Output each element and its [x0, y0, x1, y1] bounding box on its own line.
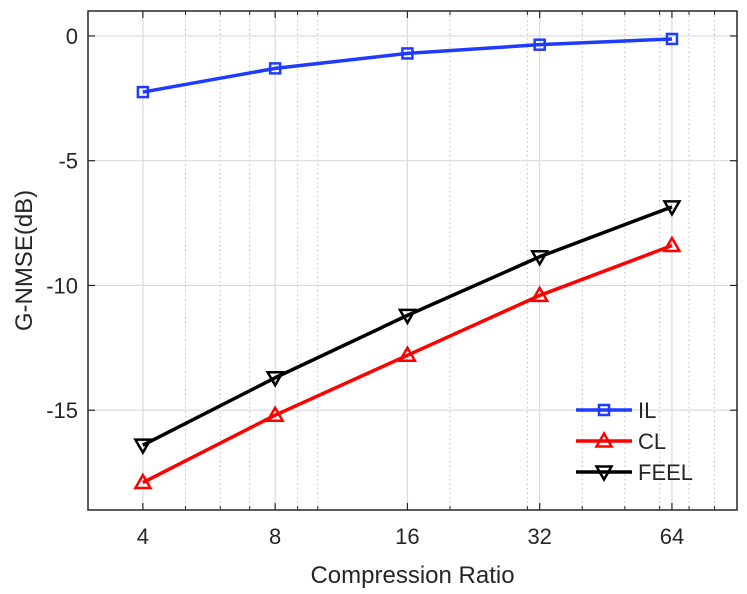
data-point [401, 47, 414, 60]
data-point [265, 405, 285, 422]
y-tick-label: -15 [46, 398, 78, 423]
x-tick-label: 64 [660, 524, 684, 549]
x-tick-label: 32 [527, 524, 551, 549]
legend-item: CL [576, 429, 666, 454]
data-point [530, 250, 550, 267]
data-point [662, 235, 682, 253]
legend: IL CL FEEL [576, 398, 693, 485]
y-tick-labels: 0 -5 -10 -15 [46, 24, 78, 423]
y-tick-label: -5 [58, 149, 78, 174]
series-cl [133, 235, 682, 490]
data-point [268, 62, 282, 75]
data-point [597, 403, 611, 417]
legend-item: FEEL [576, 460, 693, 485]
data-point [594, 465, 614, 483]
x-tick-label: 4 [137, 524, 149, 549]
data-point [136, 85, 150, 99]
legend-label: FEEL [638, 460, 693, 485]
plot-frame [87, 10, 738, 511]
y-tick-label: 0 [66, 24, 78, 49]
x-tick-label: 8 [269, 524, 281, 549]
x-axis-label: Compression Ratio [310, 562, 514, 589]
legend-label: IL [638, 398, 656, 423]
plot-series [133, 32, 682, 490]
x-tick-labels: 4 8 16 32 64 [137, 524, 684, 549]
data-point [133, 438, 153, 456]
legend-label: CL [638, 429, 666, 454]
data-point [397, 308, 418, 326]
series-line [142, 205, 673, 447]
data-point [665, 32, 679, 46]
data-point [662, 200, 682, 217]
y-axis-label: G-NMSE(dB) [11, 190, 38, 331]
series-il [136, 32, 679, 99]
series-line [142, 37, 673, 94]
series-line [142, 243, 673, 485]
y-tick-label: -10 [46, 273, 78, 298]
data-point [530, 285, 550, 303]
data-point [533, 38, 546, 51]
series-feel [133, 200, 682, 456]
legend-item: IL [576, 398, 656, 423]
x-tick-label: 16 [395, 524, 419, 549]
data-point [397, 345, 418, 363]
data-point [133, 472, 153, 490]
data-point [265, 371, 285, 388]
data-point [594, 430, 614, 448]
